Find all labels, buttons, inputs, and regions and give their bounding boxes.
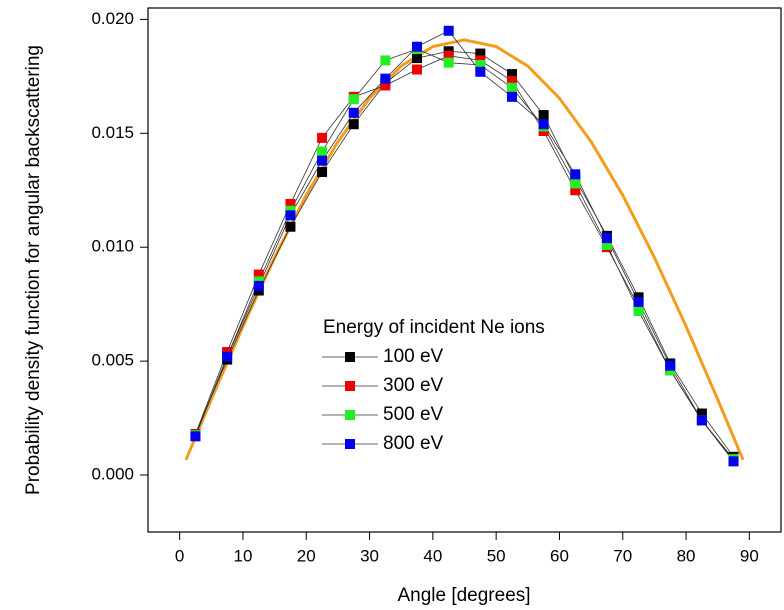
x-tick-label: 70	[613, 546, 632, 565]
marker	[285, 210, 296, 221]
marker	[633, 296, 644, 307]
marker	[475, 59, 486, 70]
marker	[253, 269, 264, 280]
marker	[190, 431, 201, 442]
fit-curve	[184, 38, 745, 461]
x-tick-label: 0	[175, 546, 184, 565]
series-line	[195, 50, 734, 458]
legend-label: 100 eV	[383, 346, 444, 367]
marker	[475, 48, 486, 59]
plot-frame	[147, 7, 782, 533]
marker	[443, 25, 454, 36]
legend-marker	[345, 439, 355, 449]
marker	[380, 55, 391, 66]
marker	[443, 50, 454, 61]
x-tick-label: 30	[360, 546, 379, 565]
marker	[412, 41, 423, 52]
legend-label: 500 eV	[383, 404, 444, 425]
series-line	[195, 30, 734, 462]
marker	[538, 119, 549, 130]
x-tick-label: 80	[677, 546, 696, 565]
marker	[506, 75, 517, 86]
x-axis-title: Angle [degrees]	[397, 585, 530, 606]
marker	[317, 146, 328, 157]
marker	[253, 280, 264, 291]
legend-marker	[345, 410, 355, 420]
legend-title: Energy of incident Ne ions	[323, 317, 545, 338]
marker	[380, 80, 391, 91]
series-line	[195, 48, 734, 460]
y-axis-title: Probability density function for angular…	[23, 45, 44, 495]
marker	[570, 169, 581, 180]
marker	[506, 69, 517, 80]
marker	[665, 360, 676, 371]
marker	[348, 119, 359, 130]
x-tick-label: 40	[423, 546, 442, 565]
x-tick-label: 20	[297, 546, 316, 565]
marker	[570, 178, 581, 189]
marker	[412, 53, 423, 64]
x-tick-label: 50	[487, 546, 506, 565]
y-tick-label: 0.010	[91, 237, 134, 256]
marker	[222, 351, 233, 362]
marker	[601, 239, 612, 250]
series-line	[195, 55, 734, 461]
legend-label: 800 eV	[383, 433, 444, 454]
marker	[506, 82, 517, 93]
marker	[506, 91, 517, 102]
marker	[317, 155, 328, 166]
marker	[317, 167, 328, 178]
x-tick-label: 90	[740, 546, 759, 565]
y-tick-label: 0.015	[91, 123, 134, 142]
y-tick-label: 0.005	[91, 351, 134, 370]
marker	[348, 94, 359, 105]
marker	[412, 64, 423, 75]
marker	[285, 221, 296, 232]
x-tick-label: 10	[233, 546, 252, 565]
marker	[601, 233, 612, 244]
legend-label: 300 eV	[383, 375, 444, 396]
legend-marker	[345, 381, 355, 391]
marker	[348, 107, 359, 118]
marker	[696, 415, 707, 426]
marker	[696, 408, 707, 419]
marker	[728, 456, 739, 467]
marker	[317, 132, 328, 143]
marker	[475, 66, 486, 77]
y-tick-label: 0.000	[91, 465, 134, 484]
marker	[633, 306, 644, 317]
marker	[443, 57, 454, 68]
marker	[285, 198, 296, 209]
y-tick-label: 0.020	[91, 9, 134, 28]
marker	[570, 185, 581, 196]
marker	[380, 73, 391, 84]
x-tick-label: 60	[550, 546, 569, 565]
legend-marker	[345, 352, 355, 362]
marker	[538, 110, 549, 121]
